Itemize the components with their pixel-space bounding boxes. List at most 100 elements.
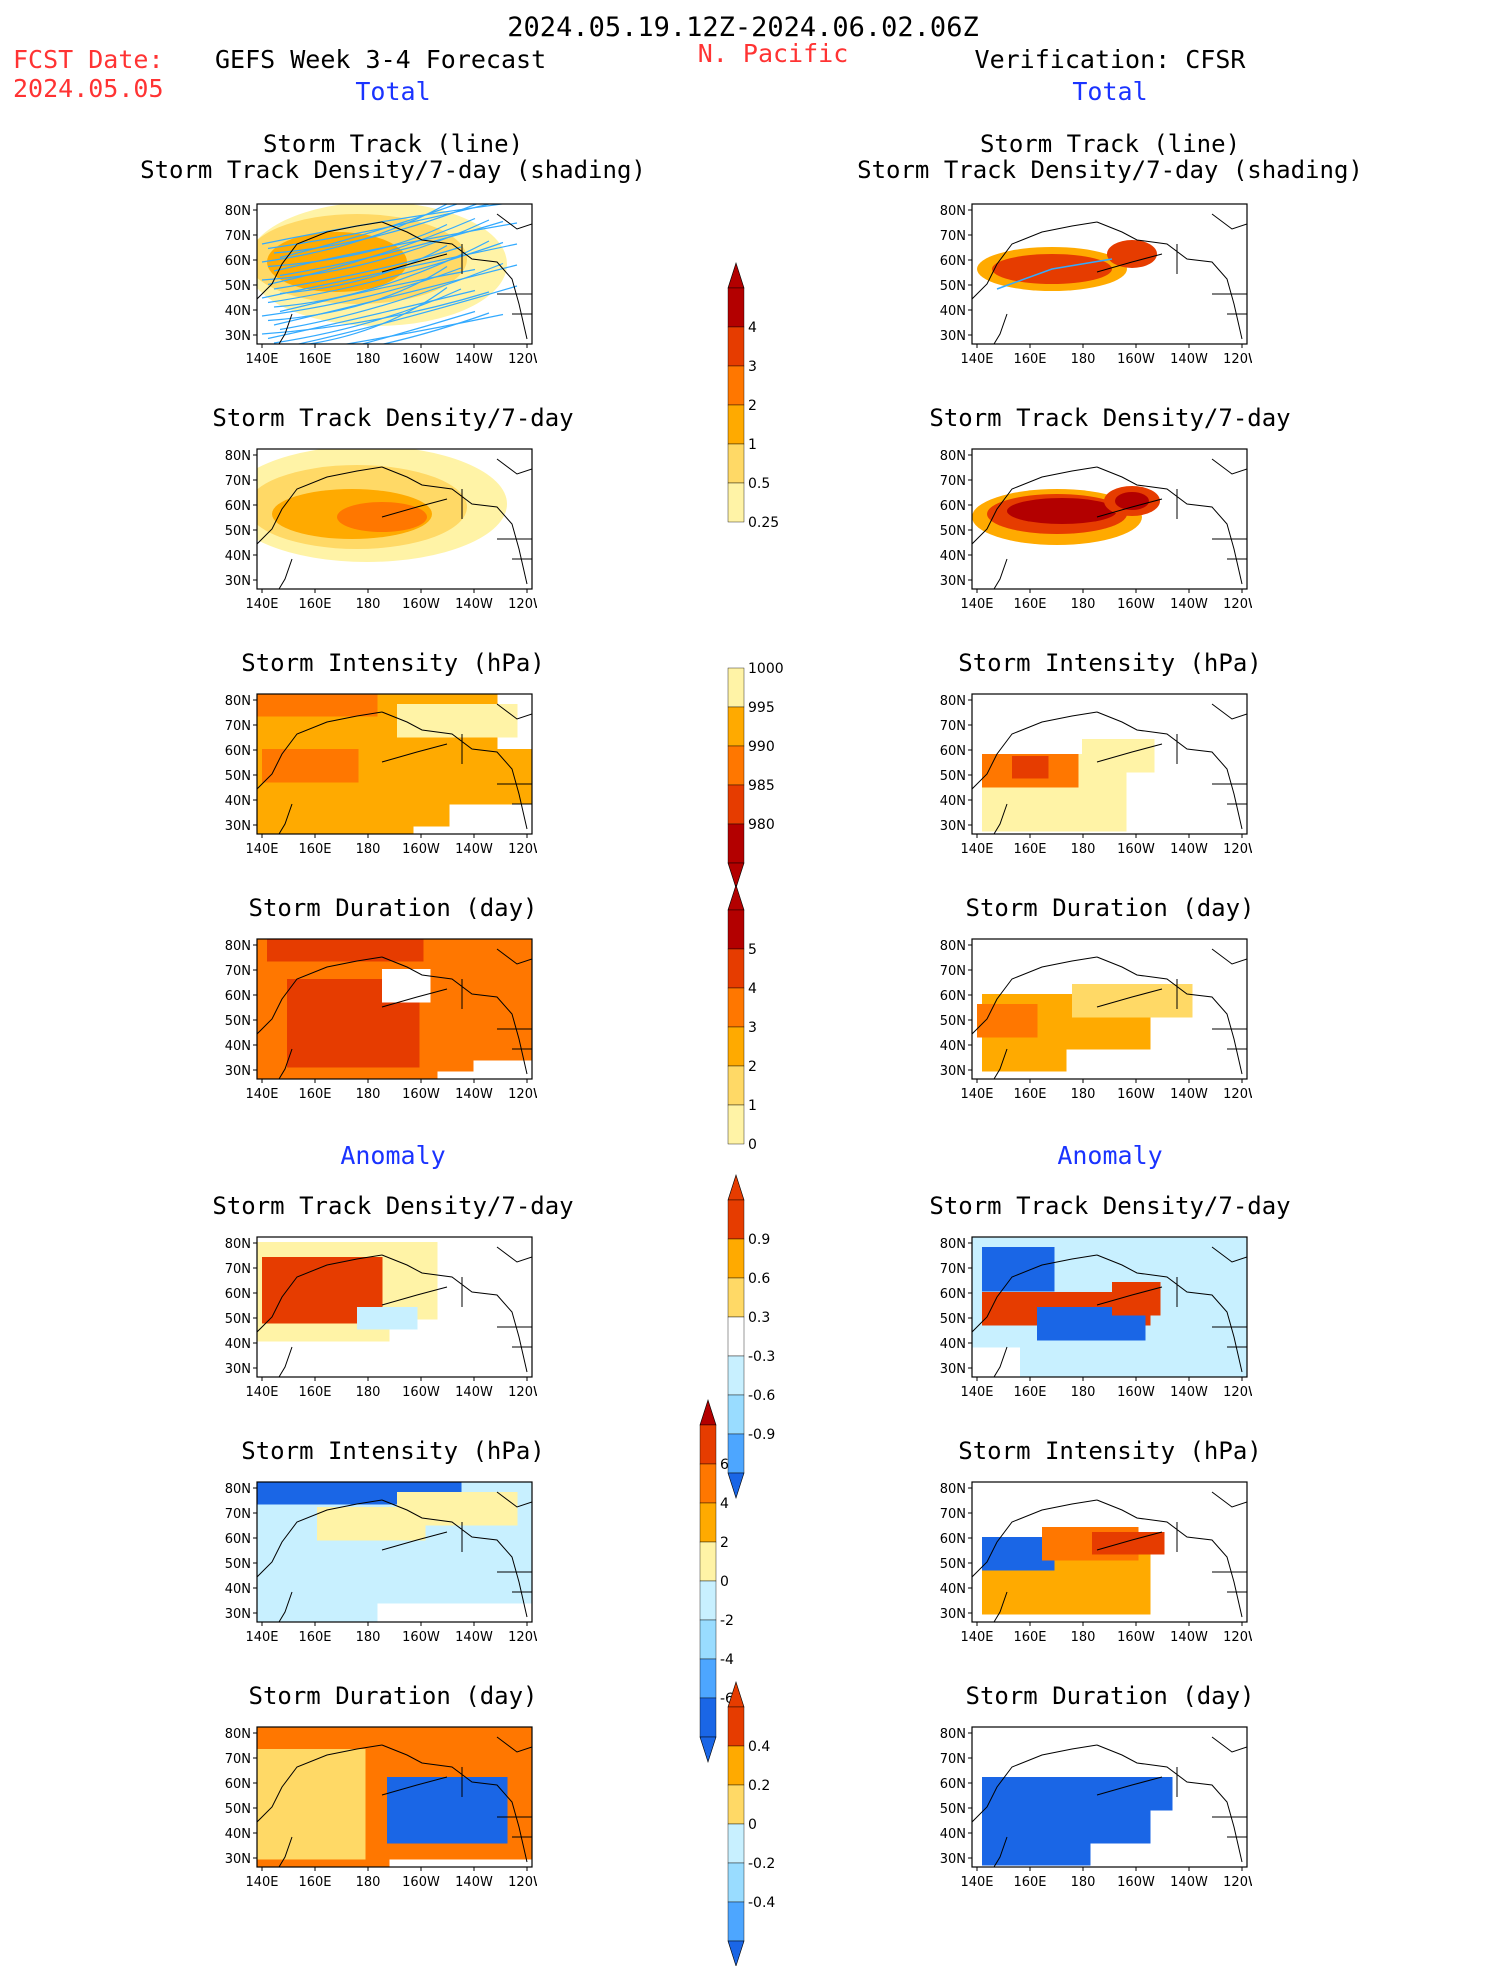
lon-tick-label: 140E <box>960 597 993 611</box>
fcst-date-label: FCST Date: <box>13 45 164 74</box>
colorbar-label: 3 <box>748 1020 757 1036</box>
coastline <box>972 1246 1247 1377</box>
colorbar-swatch <box>699 1697 717 1738</box>
lat-tick-label: 60N <box>940 254 966 269</box>
region-title: N. Pacific <box>697 39 849 68</box>
lon-tick-label: 140E <box>245 1630 278 1644</box>
lat-tick-label: 30N <box>225 819 251 834</box>
lat-tick-label: 70N <box>225 964 251 979</box>
lon-tick-label: 180 <box>356 1630 381 1644</box>
lon-tick-label: 140W <box>1170 352 1208 366</box>
map-shading <box>257 1727 532 1867</box>
lon-tick-label: 120W <box>508 1630 537 1644</box>
lat-tick-label: 80N <box>940 694 966 709</box>
lon-tick-label: 120W <box>508 1875 537 1889</box>
lat-tick-label: 70N <box>940 229 966 244</box>
panel-title-duration-anom-right: Storm Duration (day) <box>965 1682 1255 1710</box>
colorbar-label: 5 <box>748 942 757 958</box>
lat-tick-label: 30N <box>940 1362 966 1377</box>
coastline <box>257 458 532 589</box>
lat-tick-label: 40N <box>940 1039 966 1054</box>
panel-title-intensity-left: Storm Intensity (hPa) <box>241 649 545 677</box>
map-verification-intensity-anomaly: 80N 70N 60N 50N 40N 30N 140E 160E 180 160W 140W 120… <box>922 1474 1252 1644</box>
map-shading <box>982 1527 1165 1615</box>
lon-tick-label: 120W <box>1223 1385 1252 1399</box>
lon-tick-label: 140W <box>1170 1875 1208 1889</box>
colorbar-swatch <box>699 1463 717 1504</box>
panel-title-intensity-anom-right: Storm Intensity (hPa) <box>958 1437 1262 1465</box>
map-verification-duration-total: 80N 70N 60N 50N 40N 30N 140E 160E 180 160W 140W 120… <box>922 931 1252 1101</box>
lon-tick-label: 160W <box>1117 1875 1155 1889</box>
colorbar-label: -0.9 <box>748 1427 775 1443</box>
colorbar-swatch <box>727 1026 745 1067</box>
lon-tick-label: 120W <box>1223 1630 1252 1644</box>
panel-title-density-anom-right: Storm Track Density/7-day <box>929 1192 1291 1220</box>
lon-tick-label: 120W <box>508 597 537 611</box>
colorbar-label: -4 <box>720 1652 734 1668</box>
panel-title-line2: Storm Track Density/7-day (shading) <box>857 156 1363 185</box>
lat-tick-label: 60N <box>225 744 251 759</box>
colorbar-swatch <box>727 1104 745 1145</box>
lat-tick-label: 60N <box>225 499 251 514</box>
lat-tick-label: 50N <box>225 1802 251 1817</box>
map-forecast-duration-total: 80N 70N 60N 50N 40N 30N 140E 160E 180 160W 140W 120… <box>207 931 537 1101</box>
lat-tick-label: 80N <box>940 939 966 954</box>
lat-tick-label: 60N <box>225 1532 251 1547</box>
colorbar-swatch <box>699 1658 717 1699</box>
lon-tick-label: 120W <box>508 1385 537 1399</box>
lon-tick-label: 160E <box>1013 597 1046 611</box>
coastline <box>257 213 532 344</box>
lat-tick-label: 70N <box>225 1262 251 1277</box>
colorbar-swatch <box>727 823 745 864</box>
anomaly-label-right: Anomaly <box>1057 1141 1163 1170</box>
lon-tick-label: 140E <box>245 1087 278 1101</box>
lat-tick-label: 80N <box>225 1482 251 1497</box>
colorbar-label: 2 <box>720 1535 729 1551</box>
colorbar-swatch <box>699 1424 717 1465</box>
lat-tick-label: 50N <box>225 1014 251 1029</box>
colorbar-label: 6 <box>720 1457 729 1473</box>
coastline <box>972 703 1247 834</box>
panel-title-intensity-right: Storm Intensity (hPa) <box>958 649 1262 677</box>
lat-tick-label: 40N <box>940 1337 966 1352</box>
colorbar-duration-total: 5 4 3 2 1 0 <box>718 884 798 1169</box>
colorbar-swatch <box>727 1277 745 1318</box>
lon-tick-label: 140W <box>455 1875 493 1889</box>
lat-tick-label: 60N <box>940 499 966 514</box>
lat-tick-label: 80N <box>940 1727 966 1742</box>
colorbar-swatch <box>727 1706 745 1747</box>
map-forecast-intensity-total: 80N 70N 60N 50N 40N 30N 140E 160E 180 160W 140W 120… <box>207 686 537 856</box>
lon-tick-label: 160W <box>402 1385 440 1399</box>
colorbar-label: 0.2 <box>748 1778 770 1794</box>
colorbar-swatch <box>727 482 745 523</box>
lon-tick-label: 180 <box>1071 842 1096 856</box>
lon-tick-label: 180 <box>356 1385 381 1399</box>
lat-tick-label: 50N <box>225 769 251 784</box>
lat-tick-label: 80N <box>225 449 251 464</box>
lat-tick-label: 70N <box>225 719 251 734</box>
map-verification-density-total: 80N 70N 60N 50N 40N 30N 140E 160E 180 160W 140W 120… <box>922 441 1252 611</box>
map-verification-duration-anomaly: 80N 70N 60N 50N 40N 30N 140E 160E 180 160W 140W 120… <box>922 1719 1252 1889</box>
lat-tick-label: 60N <box>225 254 251 269</box>
lon-tick-label: 140W <box>1170 597 1208 611</box>
coastline <box>257 1246 532 1377</box>
lon-tick-label: 180 <box>1071 352 1096 366</box>
lon-tick-label: 160E <box>1013 1630 1046 1644</box>
colorbar-label: 0.5 <box>748 476 770 492</box>
lat-tick-label: 80N <box>225 694 251 709</box>
lon-tick-label: 140E <box>245 1385 278 1399</box>
lat-tick-label: 60N <box>940 989 966 1004</box>
colorbar-label: -0.4 <box>748 1895 775 1911</box>
map-verification-intensity-total: 80N 70N 60N 50N 40N 30N 140E 160E 180 160W 140W 120… <box>922 686 1252 856</box>
lon-tick-label: 140E <box>960 842 993 856</box>
lon-tick-label: 180 <box>1071 597 1096 611</box>
colorbar-swatch <box>727 909 745 950</box>
map-forecast-intensity-anomaly: 80N 70N 60N 50N 40N 30N 140E 160E 180 160W 140W 120… <box>207 1474 537 1644</box>
colorbar-label: 2 <box>748 398 757 414</box>
map-verification-density-anomaly: 80N 70N 60N 50N 40N 30N 140E 160E 180 160W 140W 120… <box>922 1229 1252 1399</box>
lat-tick-label: 30N <box>225 574 251 589</box>
lat-tick-label: 40N <box>225 1582 251 1597</box>
lat-tick-label: 40N <box>225 1827 251 1842</box>
lon-tick-label: 120W <box>1223 1087 1252 1101</box>
coastline <box>972 1736 1247 1867</box>
